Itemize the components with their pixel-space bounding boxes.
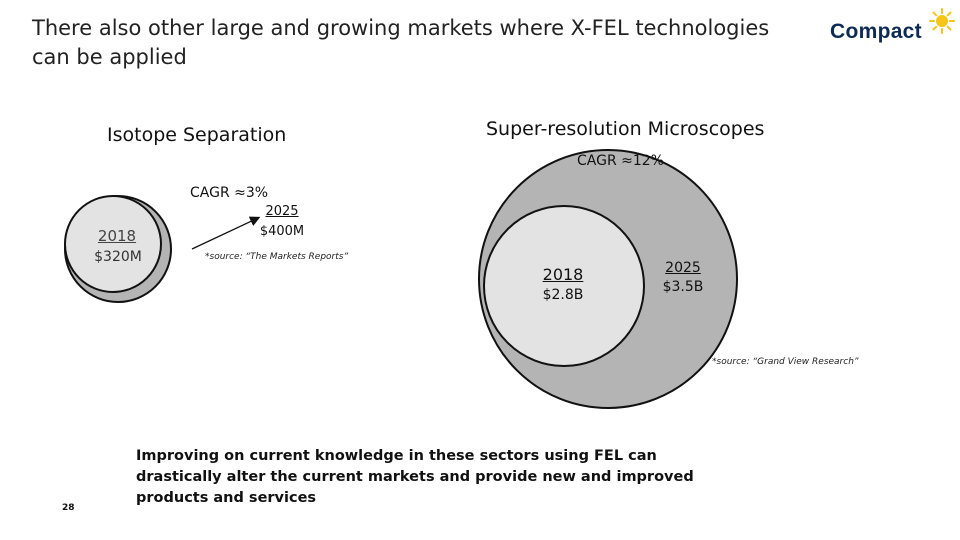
microscopes-heading: Super-resolution Microscopes: [486, 118, 765, 140]
sun-icon: [929, 8, 955, 34]
microscopes-2018-circle: [483, 205, 645, 367]
summary-text: Improving on current knowledge in these …: [136, 448, 694, 506]
microscopes-source-note: *source: “Grand View Research”: [712, 357, 859, 367]
growth-arrow: [191, 216, 261, 250]
isotope-source-note: *source: “The Markets Reports”: [205, 252, 349, 262]
isotope-2018-circle: [64, 195, 162, 293]
isotope-value-2018: $320M: [94, 249, 142, 265]
microscopes-value-2025: $3.5B: [662, 279, 704, 295]
microscopes-year-2025: 2025: [665, 260, 701, 276]
page-number: 28: [62, 503, 75, 513]
microscopes-value-2018: $2.8B: [542, 287, 584, 303]
isotope-value-2025: $400M: [259, 224, 305, 239]
isotope-year-2018: 2018: [97, 227, 137, 245]
isotope-year-2025: 2025: [265, 204, 299, 219]
isotope-heading: Isotope Separation: [107, 124, 287, 146]
microscopes-year-2018: 2018: [542, 265, 584, 284]
logo-text: Compact: [830, 20, 922, 43]
slide-title: There also other large and growing marke…: [32, 16, 770, 69]
microscopes-cagr: CAGR ≈12%: [577, 153, 664, 169]
compact-logo: Compact: [828, 8, 958, 48]
isotope-cagr: CAGR ≈3%: [190, 185, 269, 201]
